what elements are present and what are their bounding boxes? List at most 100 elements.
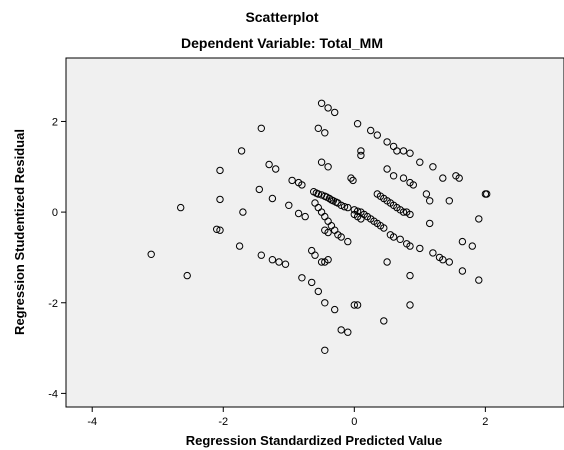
scatter-point [298, 181, 306, 189]
scatter-point [311, 251, 319, 259]
scatter-point [416, 244, 424, 253]
scatter-point [439, 174, 447, 182]
scatter-point [483, 190, 491, 198]
scatter-point [380, 317, 388, 325]
scatter-point [373, 131, 381, 139]
scatter-point [429, 163, 437, 171]
scatter-point [255, 185, 263, 194]
scatter-point [308, 278, 316, 287]
scatter-point [325, 194, 334, 203]
scatter-point [216, 166, 224, 175]
scatter-point [317, 158, 326, 166]
scatter-point [285, 201, 293, 210]
scatter-point [183, 271, 191, 280]
scatter-point [324, 104, 332, 112]
scatter-point [350, 301, 358, 309]
scatter-point [298, 274, 306, 282]
scatter-point [340, 203, 349, 211]
scatter-point [406, 210, 414, 219]
scatter-point [216, 226, 224, 234]
scatter-point [458, 267, 467, 275]
y-tick-label: 2 [52, 116, 58, 128]
scatter-point [406, 301, 414, 309]
scatter-point [344, 328, 352, 336]
scatter-point [281, 260, 290, 268]
scatter-point [396, 235, 404, 244]
scatter-point [147, 250, 155, 259]
scatter-point [321, 346, 329, 354]
scatter-point [216, 195, 224, 204]
y-axis-label: Regression Studentized Residual [12, 129, 27, 335]
scatter-point [288, 176, 296, 185]
scatter-point [389, 233, 398, 241]
scatter-point [344, 203, 352, 212]
scatter-point [475, 215, 483, 223]
scatter-point [445, 197, 453, 205]
scatter-point [416, 158, 424, 166]
scatter-point [268, 256, 277, 264]
scatter-point [399, 147, 408, 155]
scatter-point [265, 160, 273, 169]
y-ticks: -4 -2 0 2 [48, 116, 66, 400]
scatter-point [257, 124, 265, 133]
scatter-point [406, 242, 414, 250]
scatter-point [357, 151, 365, 160]
chart-subtitle: Dependent Variable: Total_MM [181, 35, 383, 51]
scatter-point [344, 237, 352, 246]
scatter-point [213, 225, 221, 234]
scatter-point [347, 174, 355, 182]
scatter-point [383, 165, 391, 173]
scatter-point [439, 256, 447, 264]
x-tick-label: -2 [218, 416, 228, 428]
y-tick-label: 0 [52, 207, 58, 219]
x-axis-label: Regression Standardized Predicted Value [186, 433, 442, 448]
scatter-point [314, 287, 322, 296]
x-tick-label: -4 [87, 416, 97, 428]
scatter-point [314, 190, 322, 198]
scatter-point [399, 208, 408, 216]
scatter-point [337, 326, 345, 334]
scatter-point [357, 147, 365, 155]
data-points [147, 99, 491, 354]
scatter-point [458, 237, 467, 246]
scatter-point [406, 149, 414, 157]
scatter-point [239, 208, 247, 216]
scatter-point [353, 301, 362, 309]
scatter-point [237, 147, 246, 155]
scatter-point [321, 299, 329, 307]
x-ticks: -4 -2 0 2 [87, 407, 488, 428]
y-tick-label: -2 [48, 298, 58, 310]
scatter-point [337, 201, 345, 210]
scatter-point [426, 197, 434, 205]
scatter-point [324, 163, 332, 171]
scatter-point [317, 258, 326, 266]
scatter-point [294, 209, 303, 218]
scatter-point [272, 165, 280, 173]
scatter-point [235, 242, 244, 250]
y-tick-label: -4 [48, 388, 58, 400]
scatter-point [331, 305, 339, 314]
scatter-point [383, 258, 391, 266]
x-tick-label: 0 [351, 416, 357, 428]
scatter-point [314, 124, 322, 133]
scatter-point [321, 226, 329, 234]
scatter-point [468, 242, 476, 250]
scatter-point [321, 129, 329, 137]
scatter-point [331, 108, 339, 117]
scatter-point [380, 224, 388, 232]
scatter-point [301, 212, 309, 221]
scatter-point [389, 172, 398, 180]
x-tick-label: 2 [482, 416, 488, 428]
scatter-point [367, 126, 375, 135]
plot-area [65, 57, 564, 408]
scatter-point [349, 176, 357, 185]
scatter-point [422, 190, 431, 198]
scatter-point [399, 174, 408, 182]
scatter-point [317, 99, 326, 108]
scatter-point [268, 194, 277, 203]
scatter-point [275, 258, 283, 266]
scatter-point [409, 181, 417, 189]
scatter-point [257, 251, 265, 259]
scatter-point [475, 276, 483, 284]
